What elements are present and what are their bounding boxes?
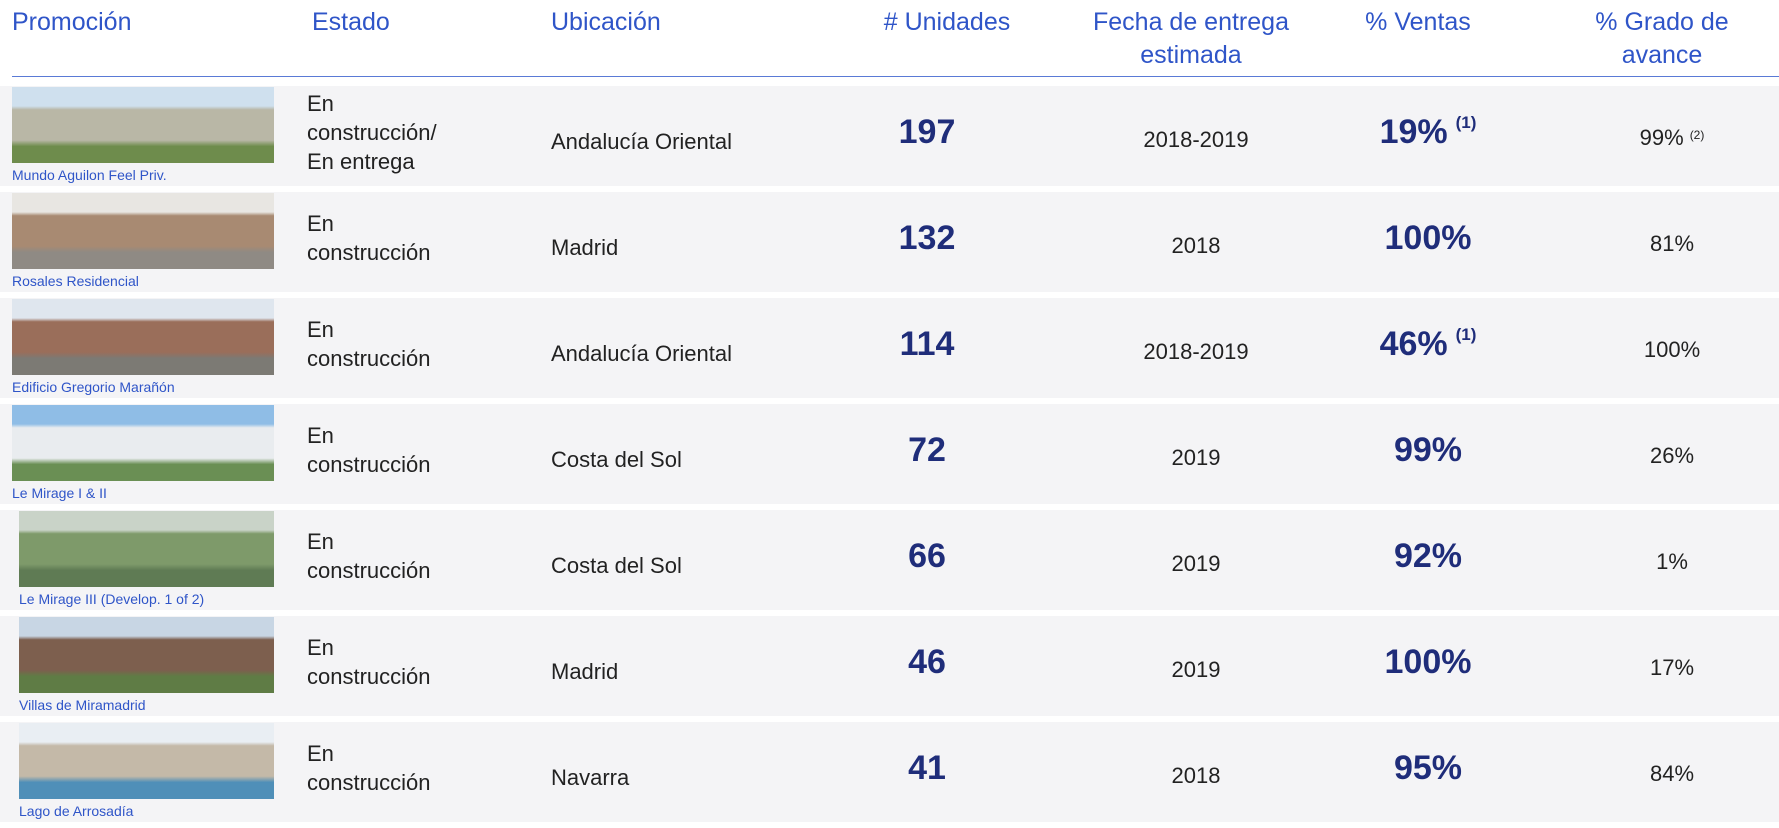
location: Costa del Sol [551, 553, 682, 578]
promotion-name: Villas de Miramadrid [19, 697, 146, 713]
progress-cell: 100% [1587, 300, 1757, 400]
header-cell: % Ventas [1365, 8, 1471, 36]
delivery-date: 2018-2019 [1143, 127, 1249, 152]
location: Andalucía Oriental [551, 129, 732, 154]
status: En construcción [307, 211, 431, 265]
header-rule [12, 76, 1779, 77]
location: Costa del Sol [551, 447, 682, 472]
header-cell: Estado [312, 8, 390, 36]
delivery-date: 2019 [1171, 657, 1221, 682]
promotion-name: Lago de Arrosadía [19, 803, 134, 819]
sales: 99% [1393, 430, 1463, 469]
delivery-date: 2019 [1171, 551, 1221, 576]
thumbnail [12, 193, 274, 269]
sales: 46% [1379, 324, 1448, 363]
sales: 100% [1384, 642, 1472, 681]
table-row: Le Mirage III (Develop. 1 of 2) En constr… [0, 510, 1779, 610]
table-row: Mundo Aguilon Feel Priv. En construcción/… [0, 86, 1779, 186]
promotion-name: Le Mirage I & II [12, 485, 107, 501]
progress-cell: 81% [1587, 194, 1757, 294]
sales-cell: 100% [1328, 188, 1528, 288]
status: En construcción [307, 317, 431, 371]
thumbnail [12, 87, 274, 163]
progress-cell: 26% [1587, 406, 1757, 506]
status: En construcción [307, 529, 431, 583]
status: En construcción [307, 423, 431, 477]
units: 41 [908, 748, 946, 787]
sales-cell: 19% (1) [1328, 82, 1528, 182]
table-row: Rosales Residencial En construcción Madrid… [0, 192, 1779, 292]
location: Andalucía Oriental [551, 341, 732, 366]
progress: 26% [1649, 443, 1695, 468]
units: 46 [908, 642, 946, 681]
table-row: Le Mirage I & II En construcción Costa del… [0, 404, 1779, 504]
sales-note: (1) [1455, 325, 1477, 344]
units: 197 [898, 112, 956, 151]
header-cell: Fecha de entrega estimada [1093, 8, 1289, 69]
units: 66 [908, 536, 946, 575]
units: 132 [898, 218, 956, 257]
status: En construcción/ En entrega [307, 90, 437, 174]
units: 72 [908, 430, 946, 469]
sales: 92% [1393, 536, 1463, 575]
table-row: Villas de Miramadrid En construcción Madri… [0, 616, 1779, 716]
delivery-date: 2019 [1171, 445, 1221, 470]
units: 114 [899, 324, 955, 363]
header-cell: Promoción [12, 8, 132, 36]
progress: 99% [1639, 125, 1684, 150]
progress: 1% [1656, 549, 1688, 574]
progress-cell: 1% [1587, 512, 1757, 612]
thumbnail [19, 617, 274, 693]
location: Madrid [551, 235, 619, 260]
progress-cell: 17% [1587, 618, 1757, 718]
header-cell: Ubicación [551, 8, 661, 36]
delivery-date: 2018-2019 [1143, 339, 1249, 364]
delivery-date: 2018 [1171, 763, 1221, 788]
progress: 17% [1649, 655, 1695, 680]
sales-cell: 100% [1328, 612, 1528, 712]
thumbnail [19, 723, 274, 799]
promotion-name: Mundo Aguilon Feel Priv. [12, 167, 167, 183]
progress: 84% [1649, 761, 1695, 786]
header-cell: % Grado de avance [1595, 8, 1729, 69]
status: En construcción [307, 635, 431, 689]
progress-cell: 99% (2) [1587, 88, 1757, 188]
table-row: Edificio Gregorio Marañón En construcción… [0, 298, 1779, 398]
sales-cell: 95% [1328, 718, 1528, 818]
header-cell: # Unidades [883, 8, 1011, 36]
sales: 95% [1393, 748, 1463, 787]
sales-cell: 99% [1328, 400, 1528, 500]
sales-note: (1) [1455, 113, 1477, 132]
progress-cell: 84% [1587, 724, 1757, 824]
thumbnail [12, 405, 274, 481]
promotion-name: Le Mirage III (Develop. 1 of 2) [19, 591, 205, 607]
status: En construcción [307, 741, 431, 795]
table-row: Lago de Arrosadía En construcción Navarra 4… [0, 722, 1779, 822]
delivery-date: 2018 [1171, 233, 1221, 258]
thumbnail [12, 299, 274, 375]
progress: 81% [1649, 231, 1695, 256]
sales-cell: 92% [1328, 506, 1528, 606]
promotion-name: Rosales Residencial [12, 273, 139, 289]
location: Navarra [551, 765, 630, 790]
sales-cell: 46% (1) [1328, 294, 1528, 394]
sales: 100% [1384, 218, 1472, 257]
sales: 19% [1379, 112, 1448, 151]
location: Madrid [551, 659, 619, 684]
progress-note: (2) [1689, 128, 1705, 142]
progress: 100% [1643, 337, 1701, 362]
promotion-name: Edificio Gregorio Marañón [12, 379, 175, 395]
thumbnail [19, 511, 274, 587]
